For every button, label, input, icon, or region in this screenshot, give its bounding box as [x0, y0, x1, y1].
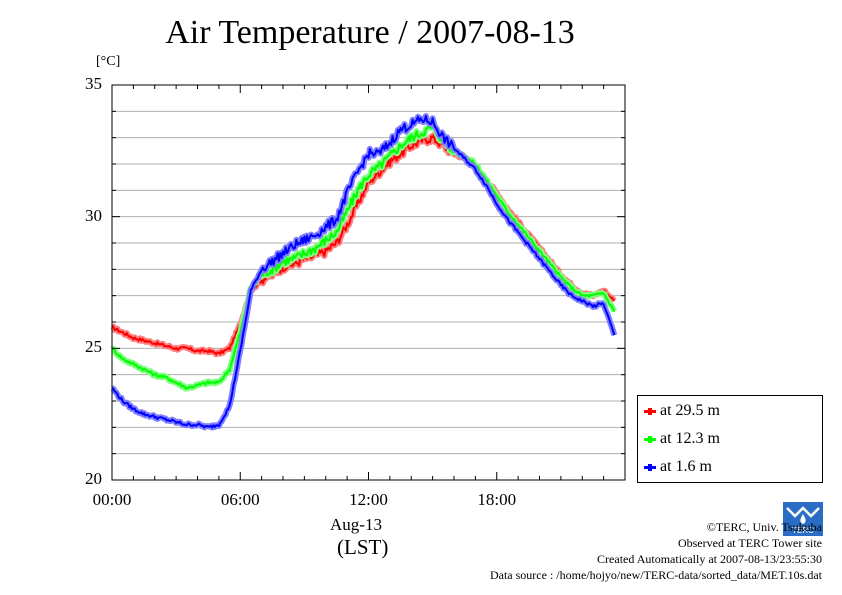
legend: at 29.5 m at 12.3 m at 1.6 m	[637, 395, 823, 483]
credits-site: Observed at TERC Tower site	[677, 536, 822, 550]
legend-label-29-5m: at 29.5 m	[660, 402, 720, 419]
x-tick-label: 06:00	[220, 490, 260, 509]
terc-logo-icon: TERC	[783, 502, 823, 536]
credits-created: Created Automatically at 2007-08-13/23:5…	[597, 552, 822, 566]
svg-text:TERC: TERC	[792, 526, 814, 535]
x-tick-label: 00:00	[92, 490, 132, 509]
legend-item-29-5m: at 29.5 m	[644, 400, 720, 422]
y-tick-label: 20	[85, 469, 102, 488]
series-line	[111, 115, 616, 429]
credits-copyright: ©TERC, Univ. Tsukuba	[706, 520, 822, 534]
legend-swatch-12-3m	[644, 435, 656, 443]
x-tick-label: 12:00	[349, 490, 388, 509]
legend-item-12-3m: at 12.3 m	[644, 428, 720, 450]
credits-source: Data source : /home/hojyo/new/TERC-data/…	[489, 568, 822, 582]
legend-item-1-6m: at 1.6 m	[644, 456, 712, 478]
legend-swatch-1-6m	[644, 463, 656, 471]
y-tick-label: 25	[85, 337, 102, 357]
legend-label-1-6m: at 1.6 m	[660, 458, 712, 475]
legend-swatch-29-5m	[644, 407, 656, 415]
axis-ticks	[111, 84, 626, 481]
series-line	[111, 124, 616, 390]
chart-title: Air Temperature / 2007-08-13	[165, 14, 575, 51]
credits-block: ©TERC, Univ. Tsukuba Observed at TERC To…	[490, 519, 822, 583]
grid-lines	[112, 110, 625, 455]
x-axis-date-label: Aug-13	[330, 515, 382, 534]
legend-label-12-3m: at 12.3 m	[660, 430, 720, 447]
y-tick-label: 30	[85, 205, 102, 225]
series-lines	[110, 113, 618, 431]
x-tick-label: 18:00	[477, 490, 517, 509]
y-tick-label: 35	[85, 74, 102, 93]
y-axis-unit-label: [°C]	[96, 54, 121, 69]
x-axis-timezone-label: (LST)	[337, 535, 389, 559]
